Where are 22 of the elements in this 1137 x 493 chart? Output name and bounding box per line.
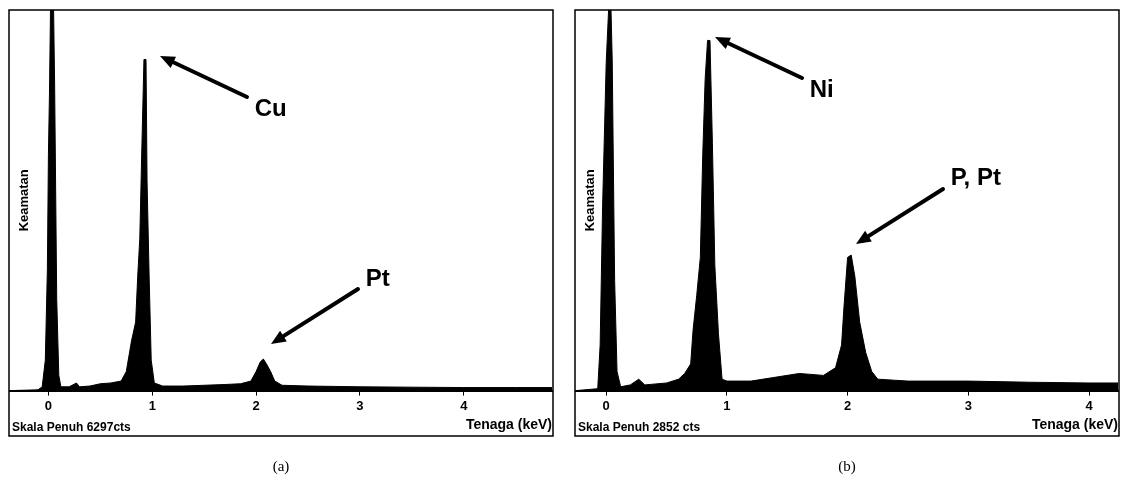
text: (b) bbox=[838, 457, 856, 475]
x-axis-title: Tenaga (keV) bbox=[465, 416, 552, 433]
text: (a) bbox=[272, 457, 290, 475]
x-tick-label: 4 bbox=[460, 397, 469, 413]
x-tick-label: 2 bbox=[843, 397, 852, 413]
annotation: Pt bbox=[365, 264, 390, 292]
x-tick-label: 0 bbox=[602, 397, 610, 413]
x-axis-title: Tenaga (keV) bbox=[1031, 416, 1118, 433]
annotation: P, Pt bbox=[950, 163, 1001, 191]
x-tick-label: 3 bbox=[356, 397, 364, 413]
x-tick-label: 3 bbox=[964, 397, 972, 413]
annotation: Ni bbox=[809, 75, 834, 103]
text: Skala Penuh 2852 cts bbox=[578, 420, 701, 435]
x-tick-label: 0 bbox=[44, 397, 53, 413]
y-axis-title: Keamatan bbox=[15, 169, 31, 232]
y-axis-title: Keamatan bbox=[581, 169, 597, 232]
annotation: Cu bbox=[254, 94, 287, 122]
x-tick-label: 1 bbox=[148, 397, 156, 413]
x-tick-label: 4 bbox=[1085, 397, 1094, 413]
x-tick-label: 1 bbox=[723, 397, 731, 413]
text: Skala Penuh 6297cts bbox=[12, 420, 132, 435]
x-tick-label: 2 bbox=[252, 397, 260, 413]
